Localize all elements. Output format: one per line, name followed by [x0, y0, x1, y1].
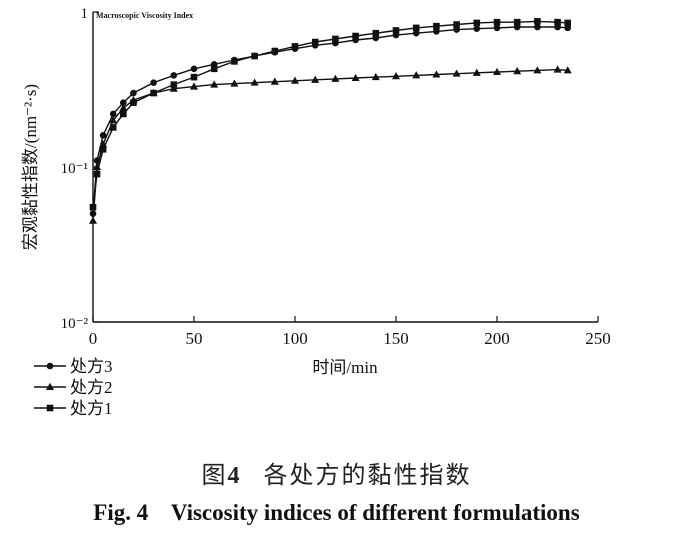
data-point-2-9	[210, 65, 218, 73]
axis-ticks: 0 50 100 150 200 250 1 10⁻¹ 10⁻²	[61, 6, 611, 348]
data-point-2-13	[291, 43, 299, 50]
data-point-2-18	[392, 27, 400, 34]
data-point-1-0	[89, 216, 97, 224]
data-point-1-27	[563, 66, 572, 74]
data-point-1-17	[371, 72, 380, 81]
data-point-1-18	[392, 72, 400, 80]
data-point-2-4	[120, 110, 127, 118]
data-point-2-1	[93, 170, 101, 178]
data-point-0-6	[150, 79, 157, 86]
data-point-2-17	[372, 29, 380, 37]
data-point-2-16	[352, 32, 359, 40]
y-tick-label-1: 10⁻¹	[61, 161, 88, 177]
data-point-0-3	[109, 110, 117, 118]
legend-marker-1	[46, 382, 54, 390]
caption-cn-prefix: 图	[201, 463, 228, 489]
data-point-2-12	[271, 47, 279, 55]
data-point-2-5	[130, 99, 137, 106]
data-point-2-8	[190, 73, 198, 81]
data-point-0-22	[473, 25, 481, 33]
legend-marker-0	[46, 362, 54, 370]
data-point-2-14	[311, 38, 319, 46]
data-point-2-11	[251, 52, 258, 60]
data-point-2-19	[412, 24, 420, 32]
data-point-2-0	[89, 203, 97, 211]
data-point-2-22	[473, 19, 481, 27]
legend-label-0: 处方3	[70, 357, 113, 376]
data-point-1-21	[452, 69, 461, 77]
data-point-1-9	[210, 80, 219, 88]
data-point-2-15	[332, 35, 339, 43]
x-tick-label-4: 200	[484, 329, 510, 348]
data-point-2-2	[99, 146, 107, 153]
x-tick-label-2: 100	[282, 329, 308, 348]
data-point-1-15	[331, 74, 340, 82]
data-point-1-14	[311, 75, 320, 83]
series-line-0	[92, 26, 568, 214]
x-tick-label-3: 150	[383, 329, 409, 348]
y-tick-label-0: 1	[81, 6, 89, 22]
viscosity-chart: Macroscopic Viscosity Index 宏观黏性指数/(nm⁻²…	[21, 6, 611, 418]
data-point-2-25	[534, 18, 541, 25]
y-axis-label: 宏观黏性指数/(nm⁻²·s)	[21, 84, 40, 250]
legend-label-1: 处方2	[70, 378, 113, 397]
series-square	[89, 18, 571, 211]
series-circle	[89, 23, 571, 217]
legend-label-2: 处方1	[70, 399, 113, 418]
chart-title: Macroscopic Viscosity Index	[96, 11, 193, 20]
x-tick-label-0: 0	[89, 329, 98, 348]
data-point-1-16	[351, 73, 360, 82]
figure-caption-cn: 图4 各处方的黏性指数	[0, 455, 673, 490]
data-point-1-4	[119, 103, 128, 112]
data-point-0-21	[453, 26, 460, 33]
data-point-1-3	[109, 116, 118, 124]
series-line-1	[92, 68, 568, 221]
data-point-1-7	[169, 84, 178, 92]
data-point-2-21	[453, 21, 460, 28]
data-point-0-20	[433, 28, 440, 35]
data-point-0-5	[130, 89, 137, 97]
data-point-0-25	[534, 23, 541, 31]
data-point-2-27	[564, 19, 571, 27]
data-point-1-19	[412, 71, 421, 79]
data-point-0-19	[412, 29, 420, 37]
series-line-2	[92, 20, 568, 208]
data-point-0-4	[120, 99, 127, 106]
data-point-2-26	[554, 18, 561, 26]
series-layer	[89, 18, 572, 224]
data-point-1-13	[291, 76, 299, 84]
x-tick-label-5: 250	[585, 329, 611, 348]
figure-caption-en: Fig. 4 Viscosity indices of different fo…	[93, 500, 580, 525]
data-point-0-7	[170, 72, 178, 79]
data-point-0-8	[190, 65, 198, 73]
data-point-2-3	[109, 124, 117, 131]
y-tick-label-2: 10⁻²	[61, 316, 89, 332]
series-triangle	[89, 65, 572, 224]
data-point-2-6	[150, 89, 157, 97]
data-point-1-11	[250, 78, 259, 86]
data-point-2-20	[433, 22, 440, 30]
x-tick-label-1: 50	[186, 329, 203, 348]
caption-cn-text: 各处方的黏性指数	[263, 463, 472, 489]
data-point-1-10	[230, 79, 239, 87]
data-point-1-22	[472, 68, 481, 76]
data-point-1-25	[533, 66, 542, 74]
data-point-0-2	[99, 132, 107, 139]
data-point-2-23	[493, 18, 501, 26]
data-point-2-24	[513, 18, 521, 26]
caption-cn-number: 4	[227, 463, 242, 489]
data-point-1-26	[553, 65, 562, 73]
legend: 处方3 处方2 处方1	[34, 357, 113, 418]
data-point-2-7	[170, 81, 178, 88]
legend-marker-2	[46, 404, 54, 412]
data-point-1-8	[190, 82, 198, 90]
data-point-1-23	[493, 67, 501, 76]
data-point-1-20	[432, 70, 441, 78]
data-point-2-10	[231, 58, 238, 65]
data-point-1-12	[270, 77, 279, 85]
x-axis-label: 时间/min	[312, 358, 378, 377]
data-point-0-23	[493, 24, 501, 32]
data-point-1-24	[513, 67, 522, 75]
